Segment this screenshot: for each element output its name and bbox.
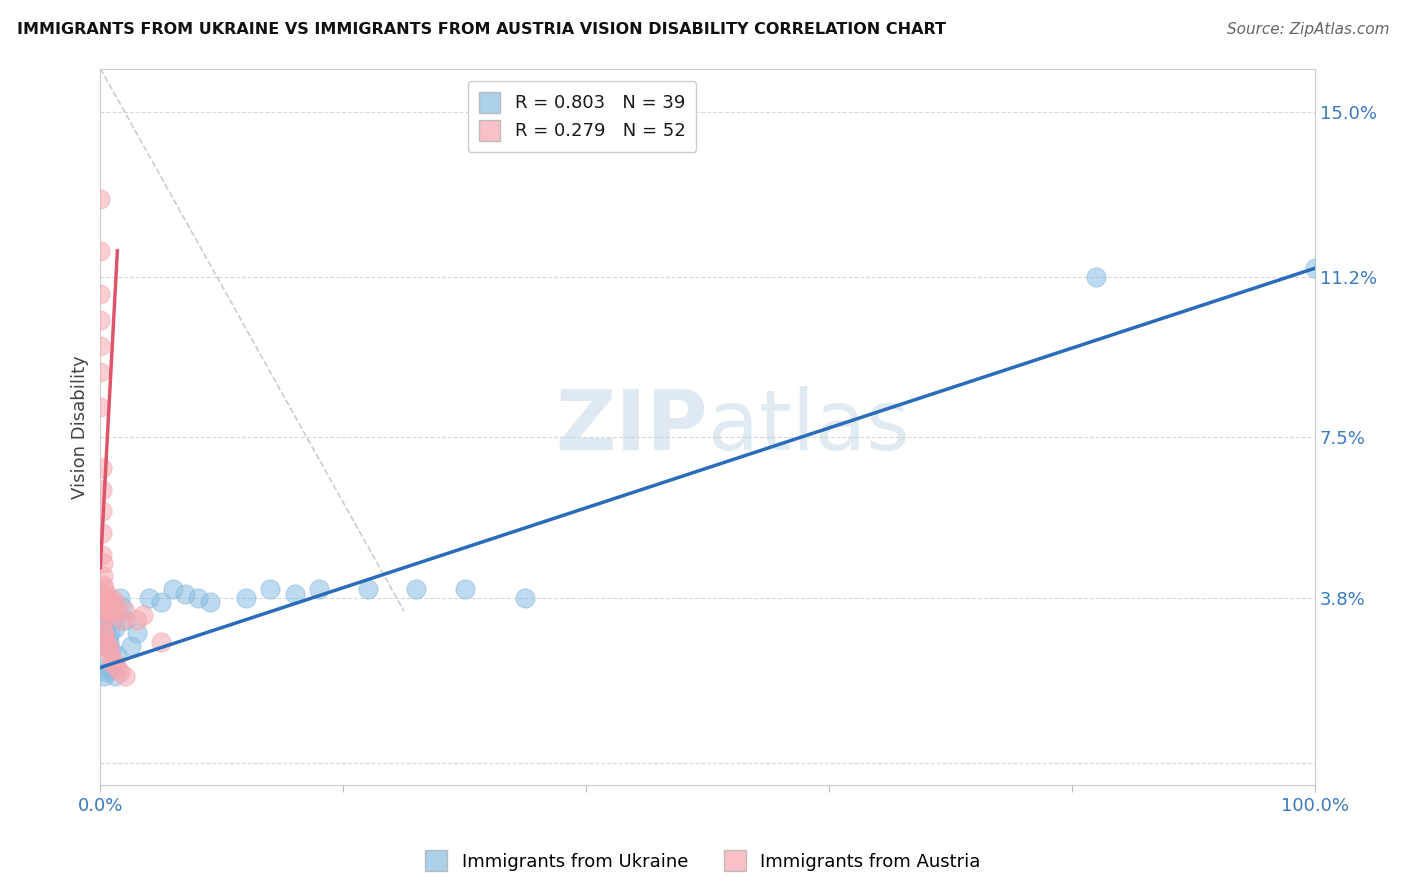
Point <box>89 365 111 379</box>
Point <box>89 287 111 301</box>
Point <box>356 582 378 597</box>
Point <box>108 665 131 679</box>
Point <box>89 313 111 327</box>
Point <box>105 648 128 662</box>
Point <box>114 669 136 683</box>
Point <box>90 548 112 562</box>
Point <box>91 634 114 648</box>
Point <box>515 591 537 606</box>
Point <box>91 578 114 592</box>
Point <box>93 582 115 597</box>
Point <box>405 582 427 597</box>
Point <box>97 595 120 609</box>
Point <box>97 604 120 618</box>
Point <box>1085 269 1108 284</box>
Point <box>104 669 127 683</box>
Point <box>97 634 120 648</box>
Point <box>93 617 115 632</box>
Point <box>90 504 112 518</box>
Text: atlas: atlas <box>707 386 910 467</box>
Point <box>104 622 127 636</box>
Point <box>104 657 127 671</box>
Point <box>94 599 117 614</box>
Point <box>91 660 114 674</box>
Point <box>454 582 477 597</box>
Point <box>125 625 148 640</box>
Point <box>186 591 208 606</box>
Point <box>90 617 112 632</box>
Point <box>108 591 131 606</box>
Point <box>174 587 197 601</box>
Text: Source: ZipAtlas.com: Source: ZipAtlas.com <box>1226 22 1389 37</box>
Point <box>114 604 136 618</box>
Point <box>259 582 281 597</box>
Point <box>91 557 114 571</box>
Point <box>97 630 120 644</box>
Point <box>100 608 122 623</box>
Point <box>96 665 118 679</box>
Point <box>98 625 121 640</box>
Point <box>90 483 112 497</box>
Point <box>98 660 121 674</box>
Point <box>100 643 122 657</box>
Point <box>120 639 142 653</box>
Point <box>98 599 121 614</box>
Point <box>198 595 221 609</box>
Point <box>308 582 330 597</box>
Point <box>93 669 115 683</box>
Point <box>90 625 112 640</box>
Point <box>284 587 307 601</box>
Point <box>89 400 111 414</box>
Point <box>94 591 117 606</box>
Point <box>138 591 160 606</box>
Point <box>91 569 114 583</box>
Point <box>97 604 120 618</box>
Text: IMMIGRANTS FROM UKRAINE VS IMMIGRANTS FROM AUSTRIA VISION DISABILITY CORRELATION: IMMIGRANTS FROM UKRAINE VS IMMIGRANTS FR… <box>17 22 946 37</box>
Point <box>101 657 124 671</box>
Point <box>101 613 124 627</box>
Point <box>94 634 117 648</box>
Point <box>101 599 124 614</box>
Point <box>96 595 118 609</box>
Point <box>96 639 118 653</box>
Point <box>90 526 112 541</box>
Point <box>132 608 155 623</box>
Point <box>94 622 117 636</box>
Point <box>89 192 111 206</box>
Point <box>162 582 184 597</box>
Point <box>91 591 114 606</box>
Point <box>104 595 127 609</box>
Point <box>105 604 128 618</box>
Point <box>150 634 173 648</box>
Point <box>93 595 115 609</box>
Point <box>101 591 124 606</box>
Point <box>97 639 120 653</box>
Point <box>1303 261 1326 276</box>
Point <box>89 339 111 353</box>
Legend: R = 0.803   N = 39, R = 0.279   N = 52: R = 0.803 N = 39, R = 0.279 N = 52 <box>468 81 696 152</box>
Y-axis label: Vision Disability: Vision Disability <box>72 355 89 499</box>
Point <box>98 648 121 662</box>
Point <box>105 660 128 674</box>
Point <box>111 613 134 627</box>
Point <box>150 595 173 609</box>
Point <box>89 244 111 258</box>
Point <box>114 613 136 627</box>
Point <box>235 591 257 606</box>
Point <box>111 599 134 614</box>
Point <box>97 595 120 609</box>
Point <box>96 587 118 601</box>
Point <box>90 461 112 475</box>
Point <box>96 634 118 648</box>
Point <box>97 643 120 657</box>
Point <box>93 604 115 618</box>
Text: ZIP: ZIP <box>555 386 707 467</box>
Point <box>91 625 114 640</box>
Point <box>125 613 148 627</box>
Legend: Immigrants from Ukraine, Immigrants from Austria: Immigrants from Ukraine, Immigrants from… <box>418 843 988 879</box>
Point <box>93 625 115 640</box>
